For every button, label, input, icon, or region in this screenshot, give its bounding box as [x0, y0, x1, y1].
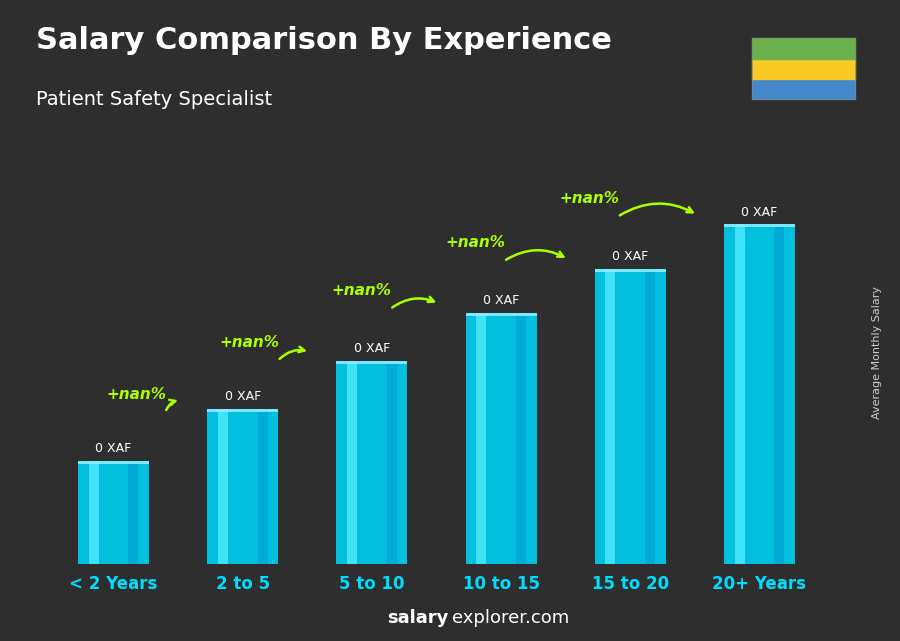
Text: 0 XAF: 0 XAF: [225, 390, 261, 403]
Text: +nan%: +nan%: [446, 235, 505, 250]
Bar: [257, 409, 267, 564]
Bar: [516, 313, 526, 564]
Bar: [606, 269, 616, 564]
Text: 0 XAF: 0 XAF: [354, 342, 390, 355]
Text: salary: salary: [387, 609, 448, 627]
Bar: [734, 224, 744, 564]
Text: +nan%: +nan%: [331, 283, 392, 298]
Bar: [595, 269, 666, 564]
Bar: [218, 409, 228, 564]
Bar: [78, 461, 149, 463]
Bar: [595, 269, 666, 272]
Bar: [724, 224, 795, 227]
Text: Salary Comparison By Experience: Salary Comparison By Experience: [36, 26, 612, 54]
Text: 0 XAF: 0 XAF: [742, 206, 778, 219]
Bar: [645, 269, 655, 564]
Text: 0 XAF: 0 XAF: [483, 294, 519, 307]
Bar: [337, 361, 408, 564]
Bar: [724, 224, 795, 564]
Text: +nan%: +nan%: [220, 335, 279, 350]
Bar: [465, 313, 536, 316]
Bar: [774, 224, 785, 564]
Text: 0 XAF: 0 XAF: [612, 250, 648, 263]
Bar: [465, 313, 536, 564]
Text: 0 XAF: 0 XAF: [95, 442, 131, 455]
Bar: [129, 461, 139, 564]
Text: explorer.com: explorer.com: [452, 609, 569, 627]
Text: Patient Safety Specialist: Patient Safety Specialist: [36, 90, 272, 109]
Text: +nan%: +nan%: [559, 191, 619, 206]
Text: +nan%: +nan%: [107, 387, 166, 401]
Bar: [88, 461, 99, 564]
Bar: [78, 461, 149, 564]
Bar: [207, 409, 278, 564]
Text: Average Monthly Salary: Average Monthly Salary: [872, 286, 883, 419]
Bar: [207, 409, 278, 412]
Bar: [347, 361, 357, 564]
Bar: [476, 313, 486, 564]
Bar: [387, 361, 397, 564]
Bar: [337, 361, 408, 364]
